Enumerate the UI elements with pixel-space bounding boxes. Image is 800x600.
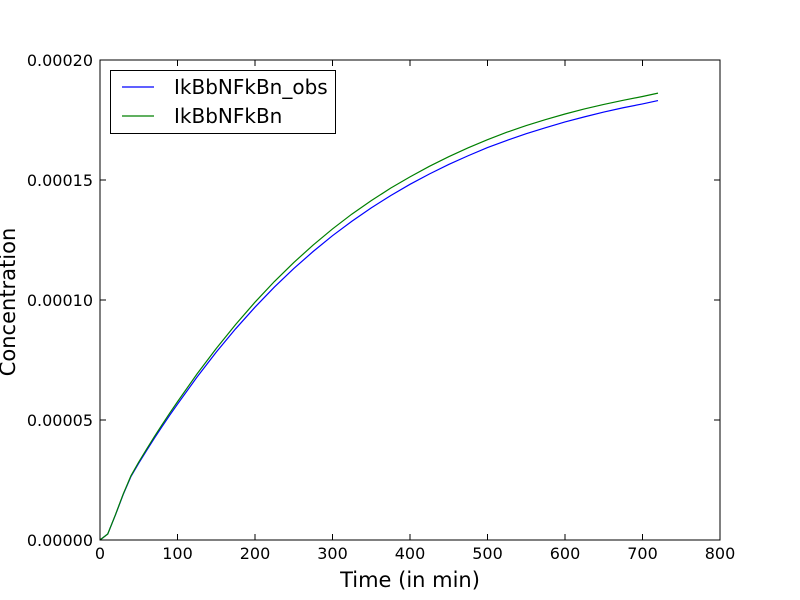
legend-label-1: IkBbNFkBn_obs xyxy=(174,75,328,99)
series-line-2 xyxy=(99,92,659,541)
x-axis-label: Time (in min) xyxy=(339,568,480,592)
x-tick-label: 200 xyxy=(240,544,271,563)
y-tick-label: 0.00010 xyxy=(27,291,93,310)
x-tick-label: 300 xyxy=(317,544,348,563)
x-tick-label: 0 xyxy=(95,544,105,563)
y-tick-label: 0.00015 xyxy=(27,171,93,190)
x-tick-label: 400 xyxy=(395,544,426,563)
plot-area xyxy=(100,60,720,540)
y-tick-label: 0.00000 xyxy=(27,531,93,550)
x-axis-ticks: 0 100 200 300 400 500 600 700 800 xyxy=(95,60,735,563)
y-tick-label: 0.00005 xyxy=(27,411,93,430)
y-tick-label: 0.00020 xyxy=(27,51,93,70)
series-layer xyxy=(99,92,659,541)
legend-label-2: IkBbNFkBn xyxy=(174,104,282,128)
x-tick-label: 600 xyxy=(550,544,581,563)
x-tick-label: 500 xyxy=(472,544,503,563)
x-tick-label: 100 xyxy=(162,544,193,563)
x-tick-label: 800 xyxy=(705,544,736,563)
x-tick-label: 700 xyxy=(627,544,658,563)
legend-box xyxy=(110,70,336,134)
y-axis-label: Concentration xyxy=(0,228,20,377)
series-line-1 xyxy=(99,99,659,541)
plot-background xyxy=(100,60,720,540)
y-axis-ticks: 0.00000 0.00005 0.00010 0.00015 0.00020 xyxy=(27,51,720,550)
legend: IkBbNFkBn_obs IkBbNFkBn xyxy=(110,70,336,134)
